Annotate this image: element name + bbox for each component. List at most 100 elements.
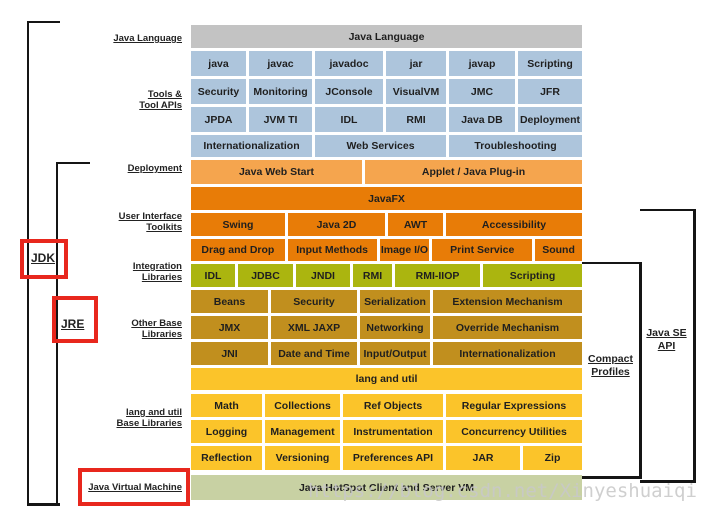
cell-jar: JAR <box>446 446 520 470</box>
row-vm: Java HotSpot Client and Server VM <box>191 475 582 500</box>
row-tools-1: java javac javadoc jar javap Scripting <box>191 51 582 76</box>
cell-jmc: JMC <box>449 79 515 104</box>
cell-preferences-api: Preferences API <box>343 446 443 470</box>
cell-java-language: Java Language <box>191 25 582 48</box>
cell-print-service: Print Service <box>432 239 533 261</box>
label-java-se-api: Java SE API <box>646 327 687 352</box>
row-lang-1: Math Collections Ref Objects Regular Expres… <box>191 394 582 417</box>
cell-troubleshooting: Troubleshooting <box>449 135 582 157</box>
cell-java-2d: Java 2D <box>288 213 385 236</box>
diagram-grid: Java Language java javac javadoc jar javap Scr… <box>191 0 582 512</box>
cell-rmi: RMI <box>353 264 392 287</box>
cell-beans: Beans <box>191 290 268 313</box>
cell-instrumentation: Instrumentation <box>343 420 443 443</box>
cell-serialization: Serialization <box>360 290 430 313</box>
cell-java: java <box>191 51 246 76</box>
cell-jar: jar <box>386 51 446 76</box>
jdk-bracket <box>27 21 60 506</box>
row-javafx: JavaFX <box>191 187 582 210</box>
row-tools-2: Security Monitoring JConsole VisualVM JMC JFR <box>191 79 582 104</box>
cell-security: Security <box>271 290 357 313</box>
cell-internationalization: Internationalization <box>433 342 582 365</box>
cell-javadoc: javadoc <box>315 51 383 76</box>
row-base-1: Beans Security Serialization Extension Mech… <box>191 290 582 313</box>
label-java-virtual-machine: Java Virtual Machine <box>88 482 182 493</box>
row-tools-3: JPDA JVM TI IDL RMI Java DB Deployment <box>191 107 582 132</box>
cell-javap: javap <box>449 51 515 76</box>
label-tools-and-tool-apis: Tools & Tool APIs <box>139 89 182 111</box>
cell-versioning: Versioning <box>265 446 340 470</box>
label-integration-libraries: Integration Libraries <box>132 261 182 283</box>
cell-awt: AWT <box>388 213 443 236</box>
cell-drag-and-drop: Drag and Drop <box>191 239 285 261</box>
cell-javac: javac <box>249 51 312 76</box>
cell-input-methods: Input Methods <box>287 239 377 261</box>
row-lang-2: Logging Management Instrumentation Concurre… <box>191 420 582 443</box>
cell-logging: Logging <box>191 420 262 443</box>
cell-security: Security <box>191 79 246 104</box>
cell-regular-expressions: Regular Expressions <box>446 394 582 417</box>
label-compact-profiles: Compact Profiles <box>588 353 633 378</box>
cell-accessibility: Accessibility <box>446 213 582 236</box>
jre-highlight-box <box>52 296 98 343</box>
label-other-base-libraries: Other Base Libraries <box>131 318 182 340</box>
cell-extension-mechanism: Extension Mechanism <box>433 290 582 313</box>
cell-reflection: Reflection <box>191 446 262 470</box>
cell-jmx: JMX <box>191 316 268 339</box>
cell-swing: Swing <box>191 213 285 236</box>
cell-jpda: JPDA <box>191 107 246 132</box>
cell-jni: JNI <box>191 342 268 365</box>
compact-profiles-bracket <box>582 262 642 479</box>
cell-visualvm: VisualVM <box>386 79 446 104</box>
cell-web-services: Web Services <box>315 135 446 157</box>
cell-jdbc: JDBC <box>238 264 293 287</box>
cell-java-web-start: Java Web Start <box>191 160 362 184</box>
label-java-language: Java Language <box>113 33 182 44</box>
row-ui-2: Drag and Drop Input Methods Image I/O Print… <box>191 239 582 261</box>
java-se-api-bracket <box>640 209 696 483</box>
cell-management: Management <box>265 420 340 443</box>
cell-collections: Collections <box>265 394 340 417</box>
row-base-3: JNI Date and Time Input/Output Internationa… <box>191 342 582 365</box>
jre-bracket <box>56 162 90 503</box>
cell-date-and-time: Date and Time <box>271 342 357 365</box>
cell-jconsole: JConsole <box>315 79 383 104</box>
row-ui-1: Swing Java 2D AWT Accessibility <box>191 213 582 236</box>
watermark-text: https://blog.csdn.net/Xinyeshuaiqi <box>308 480 697 502</box>
row-lang-util: lang and util <box>191 368 582 390</box>
cell-override-mechanism: Override Mechanism <box>433 316 582 339</box>
label-jre: JRE <box>61 317 85 331</box>
label-lang-and-util-base-libraries: lang and util Base Libraries <box>116 407 182 429</box>
cell-image-i-o: Image I/O <box>379 239 430 261</box>
cell-jfr: JFR <box>518 79 582 104</box>
cell-lang-and-util: lang and util <box>191 368 582 390</box>
cell-rmi: RMI <box>386 107 446 132</box>
cell-java-hotspot-client-and-server-vm: Java HotSpot Client and Server VM <box>191 475 582 500</box>
cell-idl: IDL <box>315 107 383 132</box>
cell-scripting: Scripting <box>483 264 582 287</box>
cell-sound: Sound <box>535 239 582 261</box>
row-base-2: JMX XML JAXP Networking Override Mechanism <box>191 316 582 339</box>
cell-scripting: Scripting <box>518 51 582 76</box>
cell-java-db: Java DB <box>449 107 515 132</box>
row-integration: IDL JDBC JNDI RMI RMI-IIOP Scripting <box>191 264 582 287</box>
row-tools-4: Internationalization Web Services Troubles… <box>191 135 582 157</box>
cell-math: Math <box>191 394 262 417</box>
cell-javafx: JavaFX <box>191 187 582 210</box>
cell-monitoring: Monitoring <box>249 79 312 104</box>
cell-deployment: Deployment <box>518 107 582 132</box>
cell-idl: IDL <box>191 264 235 287</box>
cell-xml-jaxp: XML JAXP <box>271 316 357 339</box>
cell-input-output: Input/Output <box>360 342 430 365</box>
cell-rmi-iiop: RMI-IIOP <box>395 264 480 287</box>
cell-applet-java-plug-in: Applet / Java Plug-in <box>365 160 582 184</box>
label-user-interface-toolkits: User Interface Toolkits <box>118 211 182 233</box>
jvm-highlight-box <box>78 468 190 506</box>
cell-internationalization: Internationalization <box>191 135 312 157</box>
row-lang-3: Reflection Versioning Preferences API JAR Zi… <box>191 446 582 470</box>
cell-jvm-ti: JVM TI <box>249 107 312 132</box>
cell-jndi: JNDI <box>296 264 350 287</box>
cell-zip: Zip <box>523 446 582 470</box>
cell-networking: Networking <box>360 316 430 339</box>
